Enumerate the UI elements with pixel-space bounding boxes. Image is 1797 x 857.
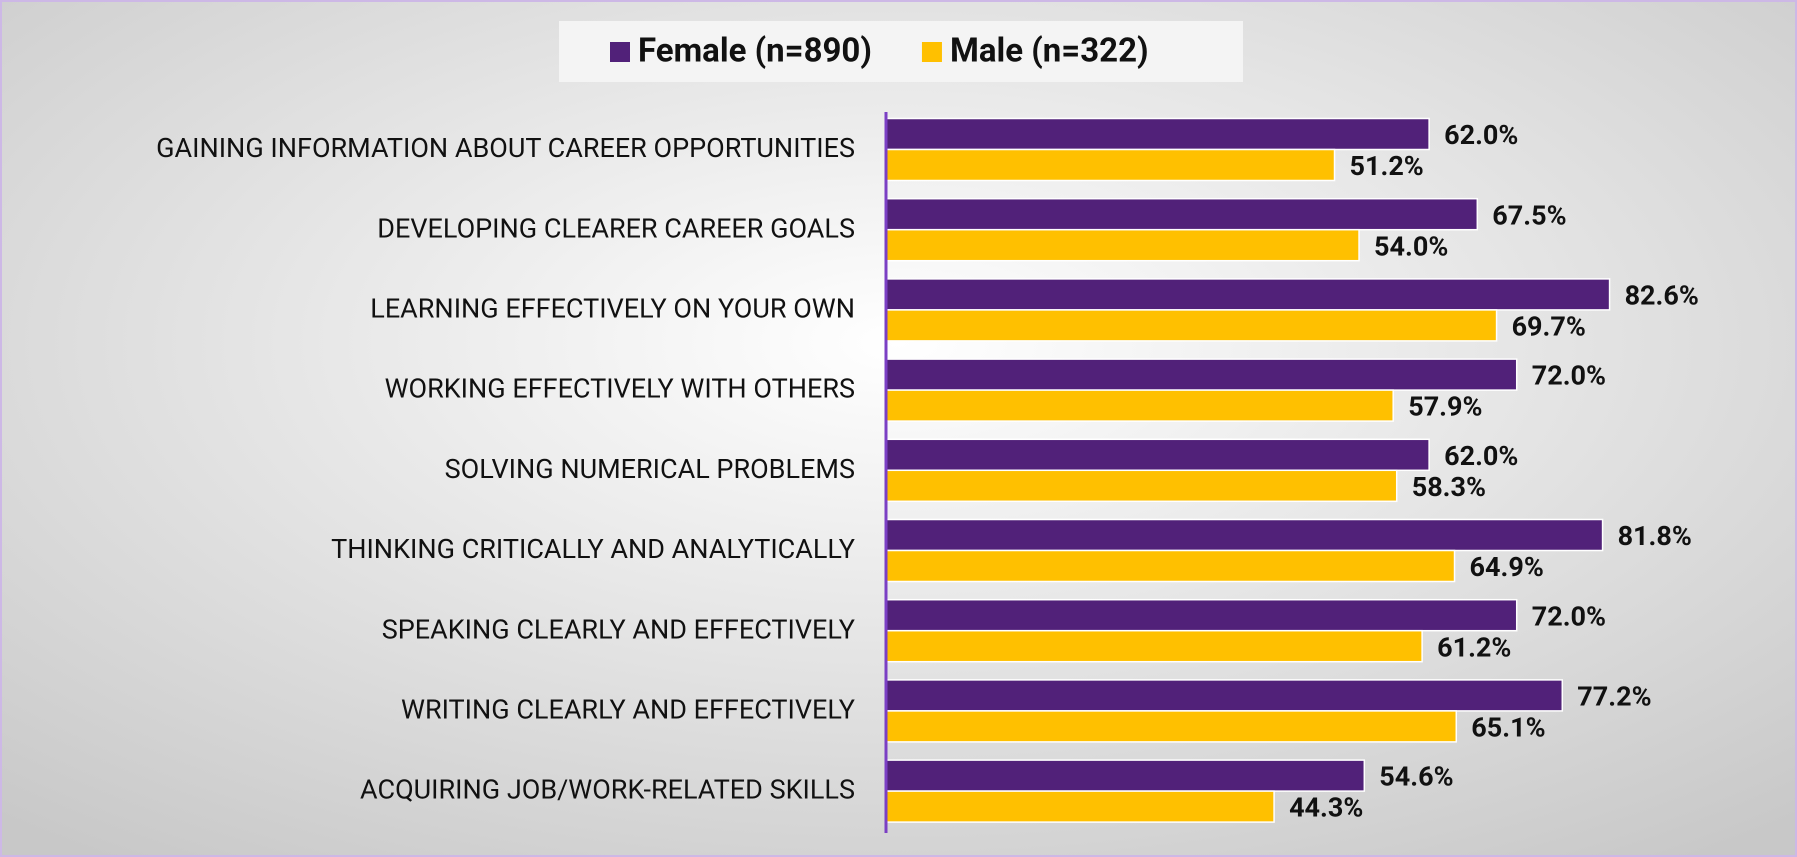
bar xyxy=(885,710,1458,743)
data-label: 67.5% xyxy=(1492,199,1566,231)
bar xyxy=(885,358,1518,391)
y-tick-label: SPEAKING CLEARLY AND EFFECTIVELY xyxy=(382,613,855,645)
legend-swatch xyxy=(610,42,630,62)
legend-label: Female (n=890) xyxy=(638,32,872,71)
y-tick-label: THINKING CRITICALLY AND ANALYTICALLY xyxy=(331,533,855,565)
data-label: 61.2% xyxy=(1437,631,1511,663)
data-label: 77.2% xyxy=(1577,681,1651,713)
y-tick-label: DEVELOPING CLEARER CAREER GOALS xyxy=(377,212,855,244)
data-label: 62.0% xyxy=(1444,119,1518,151)
data-label: 72.0% xyxy=(1532,360,1606,392)
data-label: 44.3% xyxy=(1289,792,1363,824)
bar xyxy=(885,759,1366,792)
data-label: 54.0% xyxy=(1374,230,1448,262)
bar xyxy=(885,598,1518,632)
bar xyxy=(885,228,1360,262)
data-label: 69.7% xyxy=(1512,311,1586,343)
data-label: 81.8% xyxy=(1618,520,1692,552)
legend-swatch xyxy=(921,42,942,62)
data-label: 65.1% xyxy=(1471,712,1545,744)
bar xyxy=(885,309,1498,342)
bar xyxy=(885,518,1604,552)
bar xyxy=(885,197,1479,231)
y-tick-label: ACQUIRING JOB/WORK-RELATED SKILLS xyxy=(360,774,855,806)
data-label: 58.3% xyxy=(1412,471,1486,503)
data-label: 57.9% xyxy=(1408,391,1482,423)
data-label: 64.9% xyxy=(1470,551,1544,583)
bar xyxy=(885,629,1423,663)
y-tick-label: GAINING INFORMATION ABOUT CAREER OPPORTU… xyxy=(156,132,855,164)
bar xyxy=(885,790,1275,823)
data-label: 72.0% xyxy=(1532,600,1606,632)
legend-box xyxy=(559,21,1243,82)
y-tick-label: WRITING CLEARLY AND EFFECTIVELY xyxy=(401,694,855,726)
bar xyxy=(885,469,1398,503)
bar xyxy=(885,679,1564,712)
bar xyxy=(885,438,1430,472)
y-tick-label: LEARNING EFFECTIVELY ON YOUR OWN xyxy=(370,293,855,325)
bar xyxy=(885,549,1456,583)
legend-label: Male (n=322) xyxy=(950,32,1149,71)
y-tick-label: SOLVING NUMERICAL PROBLEMS xyxy=(445,453,855,485)
bar xyxy=(885,389,1394,422)
bar xyxy=(885,278,1611,311)
data-label: 82.6% xyxy=(1625,280,1699,312)
bar xyxy=(885,117,1430,151)
data-label: 51.2% xyxy=(1350,150,1424,182)
y-tick-label: WORKING EFFECTIVELY WITH OTHERS xyxy=(385,373,855,405)
data-label: 54.6% xyxy=(1379,761,1453,793)
bar xyxy=(885,148,1336,182)
data-label: 62.0% xyxy=(1444,440,1518,472)
